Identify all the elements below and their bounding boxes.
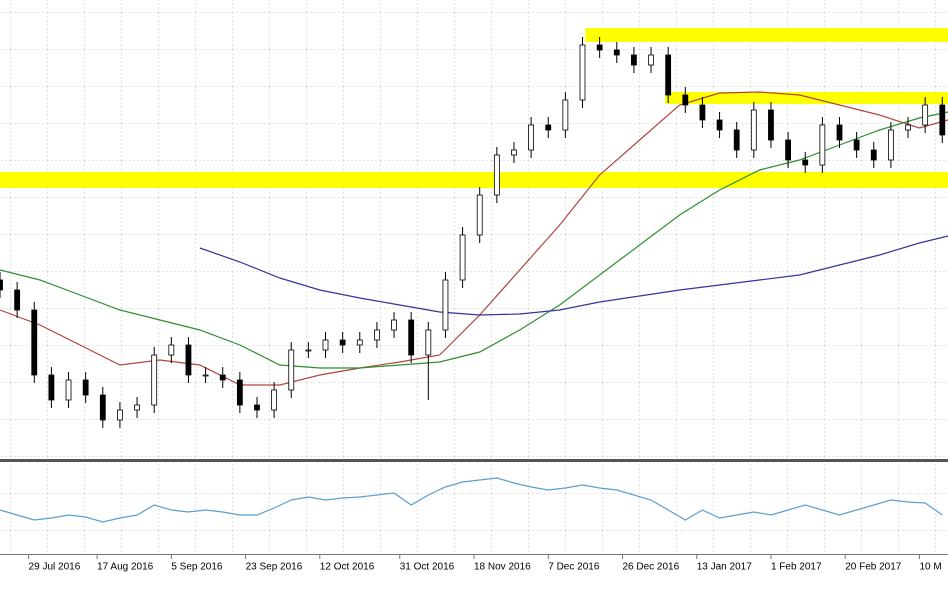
candle-body [905,124,911,131]
candle-body [219,374,226,381]
candle-body [545,124,552,131]
candle-body [853,139,860,151]
support-resistance-zone [665,92,948,104]
candle-body [870,149,877,161]
candle-body [151,354,158,406]
candle-body [511,149,517,156]
candle-body [0,279,3,291]
candle-body [699,104,706,121]
x-tick-label: 5 Sep 2016 [171,562,223,573]
candle-body [322,339,329,351]
x-tick-label: 23 Sep 2016 [246,562,303,573]
candle-body [768,109,774,141]
candle-body [117,409,123,421]
candle-body [271,389,278,411]
x-tick-label: 17 Aug 2016 [97,562,154,573]
candle-body [493,154,500,196]
candle-body [819,124,826,166]
candle-body [631,54,637,66]
candle-body [48,374,55,401]
candle-body [31,309,38,376]
candle-body [836,124,843,141]
x-tick-label: 26 Dec 2016 [622,562,679,573]
candle-body [288,349,295,391]
candle-body [579,44,586,101]
x-tick-label: 7 Dec 2016 [548,562,600,573]
candle-body [168,344,175,356]
candle-body [939,104,946,136]
candle-body [887,129,894,161]
candle-body [134,404,140,411]
candle-body [99,394,106,421]
candle-body [408,319,415,356]
candle-body [596,44,603,51]
grid [0,0,948,459]
oscillator-line [0,477,943,523]
x-tick-label: 13 Jan 2017 [697,562,752,573]
x-tick-label: 12 Oct 2016 [320,562,375,573]
candle-body [665,54,672,96]
x-tick-label: 31 Oct 2016 [400,562,455,573]
candle-body [391,319,397,331]
oscillator-pane [0,477,943,523]
candle-body [236,379,243,406]
x-axis-labels: 29 Jul 2016 17 Aug 2016 5 Sep 2016 23 Sep 2… [28,555,942,573]
candle-body [802,159,809,166]
candle-body [356,339,363,346]
candle-body [339,339,346,346]
x-tick-label: 10 M [919,562,941,573]
candle-body [750,109,757,151]
candle-body [562,99,569,131]
x-tick-label: 20 Feb 2017 [845,562,902,573]
grid [0,463,948,553]
moving-average [199,235,948,316]
candle-body [202,374,209,377]
candle-body [374,329,380,341]
x-tick-label: 1 Feb 2017 [771,562,822,573]
price-pane [0,28,948,428]
candle-body [733,129,740,151]
x-tick-label: 29 Jul 2016 [29,562,81,573]
candle-body [648,54,654,66]
candle-body [425,329,432,356]
candle-body [613,49,620,56]
candle-body [682,94,689,106]
candle-body [476,194,483,236]
candle-body [528,124,535,151]
candle-body [82,379,89,396]
candle-body [185,344,192,376]
candle-body [254,404,260,411]
support-resistance-zone [585,28,948,42]
candle-body [305,349,312,352]
candle-body [785,139,791,161]
support-resistance-zone [0,172,948,188]
candle-body [14,289,21,311]
candle-body [459,234,466,281]
candle-body [65,379,72,401]
candle-body [716,119,723,131]
candle-body [922,104,929,126]
x-tick-label: 18 Nov 2016 [474,562,531,573]
candle-body [442,279,449,331]
moving-average [0,111,948,369]
